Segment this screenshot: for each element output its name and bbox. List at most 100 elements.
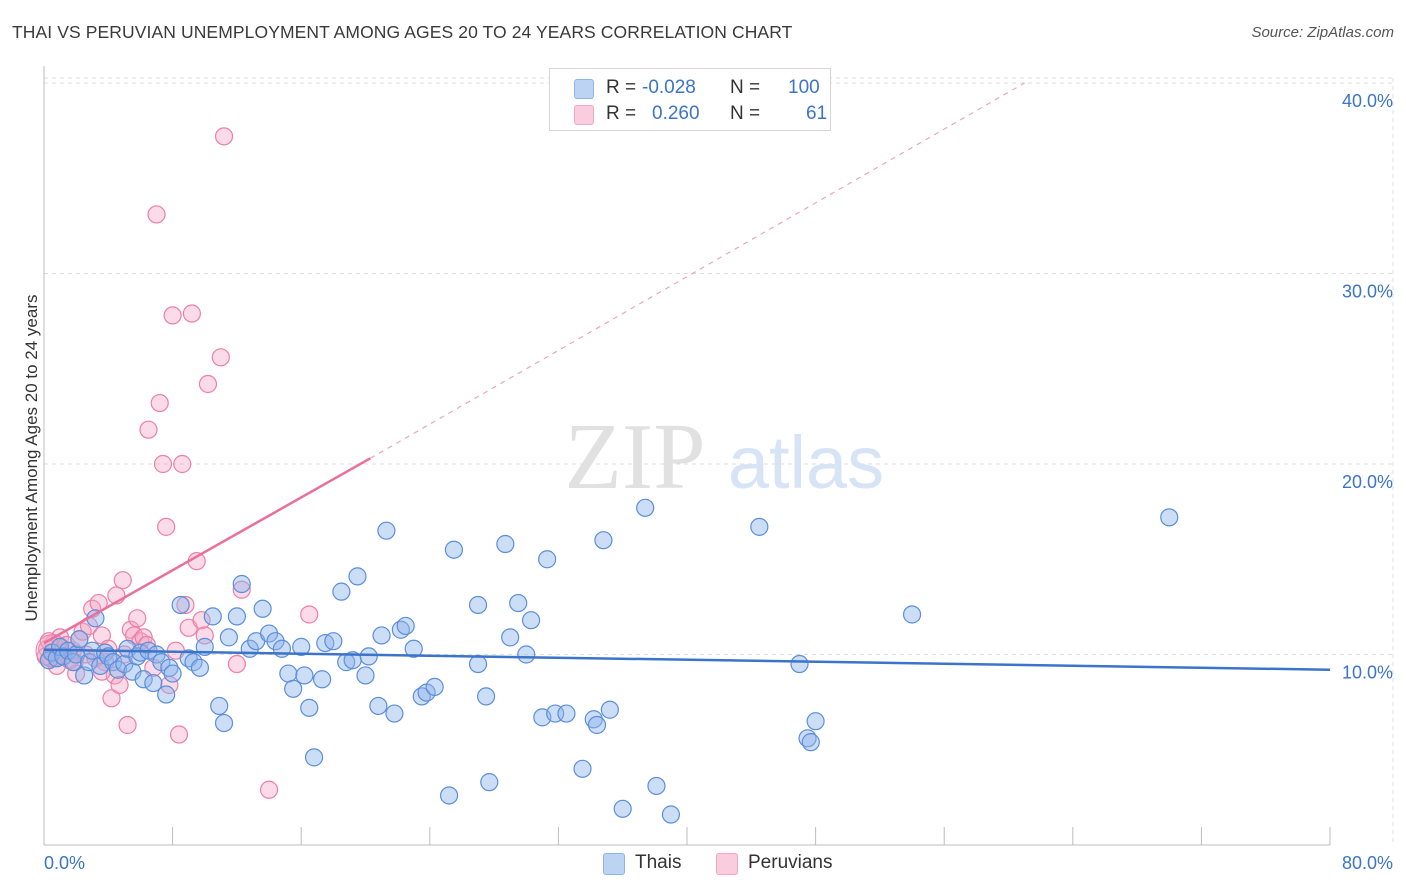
thai-point xyxy=(501,628,520,647)
thai-point xyxy=(636,498,655,517)
thai-point xyxy=(521,611,541,630)
thai-point xyxy=(284,679,303,698)
thai-point xyxy=(573,759,592,778)
thai-point xyxy=(163,664,182,683)
thai-point xyxy=(227,607,246,626)
y-tick-labels: 10.0% 20.0% 30.0% 40.0% xyxy=(1342,91,1393,683)
thai-point xyxy=(439,786,459,805)
thai-point xyxy=(134,670,153,689)
thai-point xyxy=(253,599,272,618)
thai-point xyxy=(219,628,238,647)
thai-point xyxy=(790,654,809,674)
legend-n-value-thais: 100 xyxy=(788,77,820,98)
thai-point xyxy=(266,632,285,651)
peruvian-point xyxy=(157,517,176,536)
axes xyxy=(43,66,1331,846)
thai-point xyxy=(584,710,603,729)
legend-r-label: R = xyxy=(606,103,637,124)
thai-point xyxy=(369,696,388,716)
legend-swatch-thais xyxy=(574,79,594,99)
peruvian-point xyxy=(214,127,234,146)
thai-point xyxy=(372,626,391,645)
thai-point xyxy=(210,696,229,716)
thai-point xyxy=(613,799,632,818)
peruvian-point xyxy=(300,605,319,624)
peruvians-points xyxy=(35,127,319,799)
thai-point xyxy=(312,670,332,689)
legend-r-value-thais: -0.028 xyxy=(642,77,696,98)
thai-point xyxy=(70,630,89,649)
thai-point xyxy=(157,685,176,704)
thai-point xyxy=(538,550,557,569)
thai-point xyxy=(99,647,118,666)
watermark-atlas: atlas xyxy=(728,421,884,504)
thai-point xyxy=(594,531,613,550)
thais-trend-line xyxy=(43,648,1331,671)
source-credit: Source: ZipAtlas.com xyxy=(1251,24,1394,41)
thai-point xyxy=(404,639,423,658)
peruvian-point xyxy=(227,654,246,674)
y-tick-label: 40.0% xyxy=(1342,91,1393,111)
thai-point xyxy=(902,605,922,624)
thai-point xyxy=(647,776,666,796)
thai-point xyxy=(332,582,351,601)
peruvian-point xyxy=(139,420,158,439)
thai-point xyxy=(425,677,444,696)
peruvian-point xyxy=(110,675,129,695)
y-axis-label: Unemployment Among Ages 20 to 24 years xyxy=(22,294,41,622)
thai-point xyxy=(348,567,367,586)
thai-point xyxy=(480,773,499,792)
thai-point xyxy=(587,715,607,735)
thai-point xyxy=(509,593,528,613)
thai-point xyxy=(1160,508,1179,527)
trend-lines xyxy=(43,82,1331,671)
thai-point xyxy=(295,666,314,685)
thai-point xyxy=(300,698,319,717)
x-tick-label-min: 0.0% xyxy=(44,853,85,873)
bottom-legend-swatch-peruvians xyxy=(716,853,738,875)
peruvian-point xyxy=(169,725,189,744)
peruvian-point xyxy=(232,580,251,599)
thai-point xyxy=(259,624,279,643)
thai-point xyxy=(444,540,464,559)
thai-point xyxy=(279,664,298,683)
thai-point xyxy=(160,658,179,677)
peruvian-point xyxy=(150,393,169,413)
legend-n-label: N = xyxy=(730,77,761,98)
peruvian-point xyxy=(128,609,147,628)
chart-title: THAI VS PERUVIAN UNEMPLOYMENT AMONG AGES… xyxy=(12,22,793,42)
peruvian-point xyxy=(198,374,218,394)
thai-point xyxy=(661,805,681,824)
thai-point xyxy=(806,712,825,731)
peruvian-point xyxy=(118,715,137,735)
legend-n-label: N = xyxy=(730,103,761,124)
thai-point xyxy=(324,632,343,651)
thais-points xyxy=(39,498,1179,824)
peruvian-point xyxy=(113,571,132,590)
bottom-legend-swatch-thais xyxy=(603,853,625,875)
correlation-legend: R = -0.028 N = 100 R = 0.260 N = 61 xyxy=(549,68,831,131)
thai-point xyxy=(203,607,222,626)
y-tick-label: 30.0% xyxy=(1342,282,1393,302)
thai-point xyxy=(750,517,769,536)
thai-point xyxy=(496,534,515,554)
peruvian-point xyxy=(153,454,173,474)
thai-point xyxy=(385,704,404,723)
bottom-legend-label-thais: Thais xyxy=(635,852,682,873)
thai-point xyxy=(396,616,415,636)
peruvian-point xyxy=(259,780,279,799)
thai-point xyxy=(79,653,99,672)
peruvian-point xyxy=(211,348,230,367)
thai-point xyxy=(144,673,163,693)
thai-point xyxy=(801,733,820,752)
thai-point xyxy=(304,748,324,767)
thai-point xyxy=(468,654,488,674)
x-tick-label-max: 80.0% xyxy=(1342,853,1393,873)
thai-point xyxy=(557,704,576,723)
peruvian-point xyxy=(147,205,166,224)
peruvians-trend-line xyxy=(43,457,371,645)
thai-point xyxy=(377,521,396,540)
thai-point xyxy=(214,713,234,733)
legend-n-value-peruvians: 61 xyxy=(806,103,828,124)
